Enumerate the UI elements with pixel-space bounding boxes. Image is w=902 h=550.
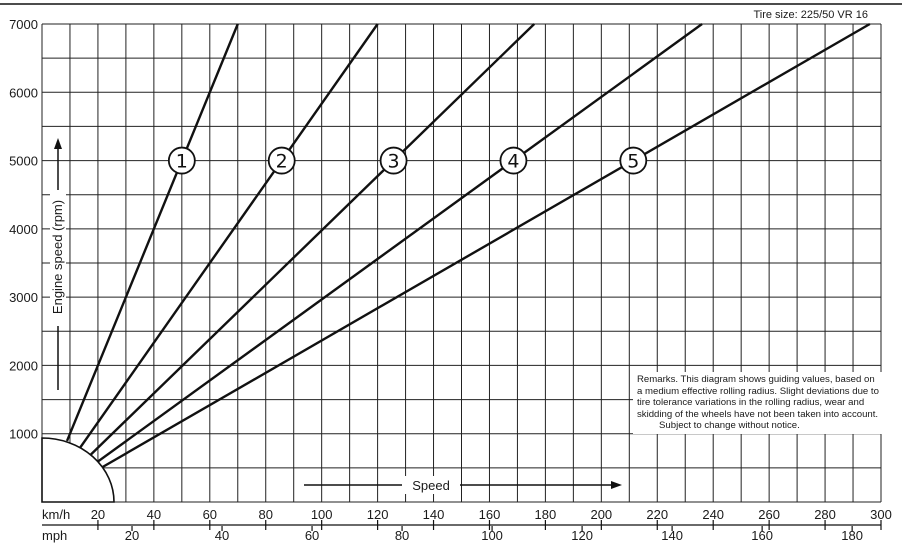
gear-lines: 1 2 3 4 5 <box>65 22 871 471</box>
x-tick-label-kmh: 20 <box>91 507 105 522</box>
x-tick-label-kmh: 200 <box>590 507 612 522</box>
x-tick-label-mph: 140 <box>661 528 683 543</box>
y-tick-label: 2000 <box>9 358 38 373</box>
x-tick-label-kmh: 160 <box>479 507 501 522</box>
remarks-box: Remarks. This diagram shows guiding valu… <box>633 372 883 434</box>
gear-5: 5 <box>98 22 871 471</box>
x-tick-label-kmh: 120 <box>367 507 389 522</box>
x-tick-label-kmh: 280 <box>814 507 836 522</box>
x-tick-label-mph: 120 <box>571 528 593 543</box>
x-tick-label-mph: 80 <box>395 528 409 543</box>
x-tick-label-mph: 160 <box>751 528 773 543</box>
x-axis-label: Speed <box>412 478 450 493</box>
x-tick-label-kmh: 80 <box>258 507 272 522</box>
remarks-text: Remarks. This diagram shows guiding valu… <box>637 374 879 420</box>
gear-label-circle-1 <box>167 146 196 175</box>
y-tick-label: 4000 <box>9 222 38 237</box>
gear-line-5 <box>98 22 871 471</box>
gear-label-1: 1 <box>176 151 188 173</box>
gear-label-2: 2 <box>276 151 288 173</box>
x-tick-label-kmh: 180 <box>535 507 557 522</box>
gear-4: 4 <box>94 23 703 465</box>
x-tick-label-mph: 100 <box>481 528 503 543</box>
gear-label-3: 3 <box>388 151 400 173</box>
unit-kmh: km/h <box>42 507 70 522</box>
unit-mph: mph <box>42 528 67 543</box>
remarks-notice: Subject to change without notice. <box>659 420 800 432</box>
x-tick-labels: 20 40 60 80 100 120 140 160 180 200 220 240 260 280 30… <box>91 507 892 543</box>
tire-size-note: Tire size: 225/50 VR 16 <box>751 9 870 21</box>
gear-label-circle-5 <box>619 146 648 175</box>
gear-3: 3 <box>88 23 536 457</box>
y-tick-label: 7000 <box>9 17 38 32</box>
x-tick-label-kmh: 300 <box>870 507 892 522</box>
x-tick-label-mph: 180 <box>841 528 863 543</box>
x-tick-label-kmh: 140 <box>423 507 445 522</box>
x-tick-label-kmh: 40 <box>147 507 161 522</box>
gear-label-5: 5 <box>627 151 639 173</box>
y-axis-label: Engine speed (rpm) <box>50 200 65 314</box>
x-unit-labels: km/h mph <box>42 507 70 543</box>
y-tick-label: 3000 <box>9 290 38 305</box>
gear-line-4 <box>94 23 703 465</box>
gear-line-1 <box>65 23 239 442</box>
x-tick-label-mph: 20 <box>125 528 139 543</box>
y-tick-label: 5000 <box>9 154 38 169</box>
y-axis-title: Engine speed (rpm) <box>50 138 66 390</box>
y-tick-label: 1000 <box>9 427 38 442</box>
gear-line-2 <box>78 23 379 449</box>
gear-label-circle-4 <box>499 146 528 175</box>
y-tick-labels: 1000 2000 3000 4000 5000 6000 7000 <box>9 17 38 442</box>
gear-label-circle-3 <box>379 146 408 175</box>
grid <box>41 23 882 526</box>
x-tick-label-mph: 60 <box>305 528 319 543</box>
gear-label-4: 4 <box>507 151 519 173</box>
gear-line-3 <box>88 23 536 457</box>
gear-2: 2 <box>78 23 379 449</box>
x-tick-label-kmh: 60 <box>203 507 217 522</box>
x-tick-label-kmh: 260 <box>758 507 780 522</box>
x-axis-title: Speed <box>304 476 622 494</box>
y-tick-label: 6000 <box>9 85 38 100</box>
gear-1: 1 <box>65 23 239 442</box>
x-tick-label-kmh: 240 <box>702 507 724 522</box>
x-tick-label-kmh: 220 <box>646 507 668 522</box>
x-tick-label-mph: 40 <box>215 528 229 543</box>
gear-label-circle-2 <box>267 146 296 175</box>
x-tick-label-kmh: 100 <box>311 507 333 522</box>
wheel-arc <box>41 437 115 503</box>
